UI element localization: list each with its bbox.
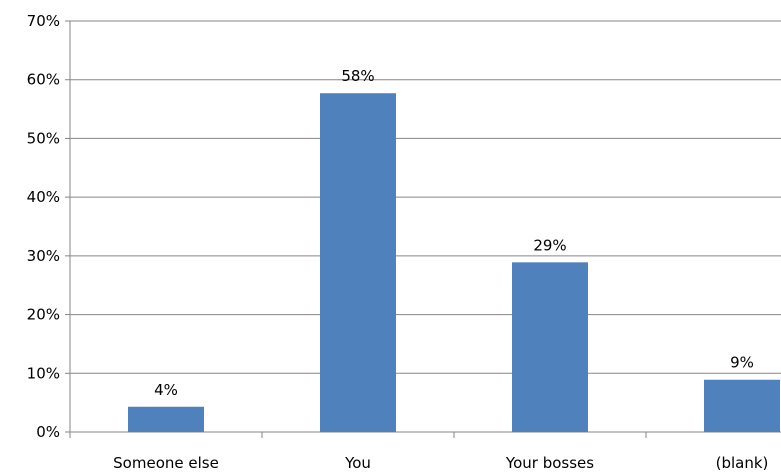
y-tick-label: 60%	[27, 71, 60, 89]
x-category-label: You	[344, 454, 371, 472]
y-tick-label: 20%	[27, 306, 60, 324]
x-axis-category-labels: Someone else You Your bosses (blank)	[113, 454, 768, 472]
axes	[65, 20, 781, 438]
y-axis-tick-labels: 0% 10% 20% 30% 40% 50% 60% 70%	[27, 12, 60, 441]
bar-you	[320, 93, 396, 433]
y-tick-label: 0%	[36, 423, 60, 441]
x-category-label: Your bosses	[505, 454, 594, 472]
y-tick-label: 40%	[27, 188, 60, 206]
bar-your-bosses	[512, 262, 588, 432]
data-label: 29%	[533, 236, 566, 254]
y-tick-label: 50%	[27, 129, 60, 147]
x-category-label: Someone else	[113, 454, 219, 472]
y-tick-label: 30%	[27, 247, 60, 265]
data-label: 9%	[730, 354, 754, 372]
bars	[128, 93, 780, 433]
data-labels: 4% 58% 29% 9%	[154, 67, 754, 399]
data-label: 58%	[341, 67, 374, 85]
y-tick-label: 70%	[27, 12, 60, 30]
bar-someone-else	[128, 406, 204, 432]
x-category-label: (blank)	[716, 454, 769, 472]
y-tick-label: 10%	[27, 364, 60, 382]
gridlines	[70, 20, 781, 433]
data-label: 4%	[154, 381, 178, 399]
bar-blank	[704, 379, 780, 432]
